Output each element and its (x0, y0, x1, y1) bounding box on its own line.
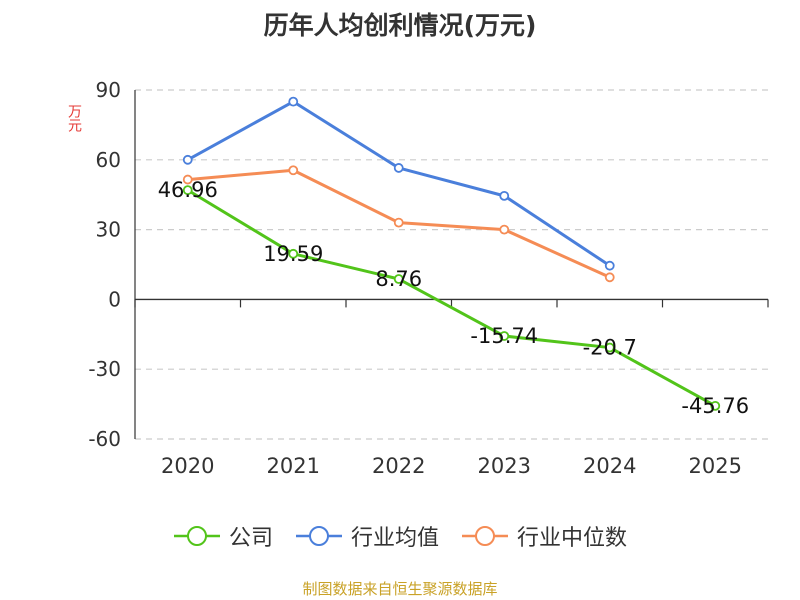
legend-label: 公司 (228, 526, 273, 551)
x-tick-label: 2022 (372, 454, 425, 478)
data-point (604, 342, 615, 353)
data-point (710, 400, 721, 411)
x-tick-label: 2024 (583, 454, 636, 478)
data-point (393, 217, 404, 228)
data-point (288, 165, 299, 176)
data-point (499, 190, 510, 201)
data-point (604, 260, 615, 271)
legend-marker-icon (462, 526, 508, 546)
data-label: 8.76 (375, 267, 422, 291)
data-point (393, 163, 404, 173)
data-point (288, 96, 299, 107)
legend-item[interactable]: 行业中位数 (461, 520, 627, 552)
legend-label: 行业中位数 (517, 526, 628, 551)
data-point (288, 248, 299, 259)
data-label: 19.59 (263, 242, 323, 266)
legend-marker-icon (173, 526, 220, 546)
y-tick-label: -30 (88, 357, 121, 381)
data-point (499, 224, 510, 235)
legend-label: 行业均值 (350, 526, 439, 551)
legend: 公司 行业均值 行业中位数 (0, 520, 800, 552)
data-label: 46.96 (158, 178, 218, 202)
series-line (186, 188, 716, 408)
y-tick-label: 30 (96, 218, 121, 242)
series-line (187, 100, 611, 267)
x-tick-label: 2023 (478, 454, 531, 478)
y-tick-label: -60 (88, 427, 121, 451)
y-axis-label: 万元 (66, 104, 82, 132)
data-label: -20.7 (583, 336, 637, 360)
data-label: -15.74 (470, 324, 538, 348)
x-tick-label: 2021 (267, 454, 320, 478)
data-label: -45.76 (681, 394, 749, 418)
data-point (499, 331, 510, 341)
data-point (182, 174, 193, 185)
chart-title: 历年人均创利情况(万元) (263, 11, 537, 40)
data-point (182, 185, 193, 196)
y-tick-label: 0 (108, 287, 121, 311)
source-note: 制图数据来自恒生聚源数据库 (302, 580, 498, 598)
x-tick-label: 2025 (689, 454, 742, 478)
y-tick-label: 60 (96, 148, 121, 172)
legend-item[interactable]: 公司 (173, 520, 273, 552)
data-point (182, 154, 193, 165)
x-tick-label: 2020 (161, 454, 214, 478)
data-point (604, 272, 615, 283)
y-tick-label: 90 (96, 78, 121, 102)
data-point (393, 274, 404, 284)
legend-item[interactable]: 行业均值 (295, 520, 439, 552)
legend-marker-icon (295, 526, 342, 546)
